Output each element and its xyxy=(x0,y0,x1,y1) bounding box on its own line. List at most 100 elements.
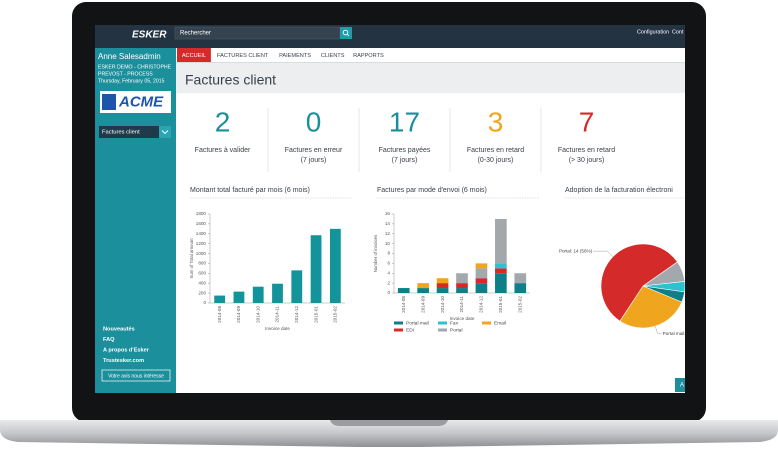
bar-segment xyxy=(495,273,507,293)
x-tick-label: 2015-02 xyxy=(333,306,338,323)
kpi-label: Factures à valider xyxy=(195,147,251,154)
screen: ESKER Rechercher Anne Salesadmin ESKER D… xyxy=(95,25,704,393)
sidebar-link[interactable]: A propos d'Esker xyxy=(103,347,150,353)
bar-segment xyxy=(514,283,527,293)
pie-leader xyxy=(593,250,614,257)
sidebar-link[interactable]: Trustesker.com xyxy=(103,358,144,364)
bar xyxy=(329,228,341,303)
x-axis-label: Invoice date xyxy=(450,316,475,321)
page-title: Factures client xyxy=(185,72,276,88)
kpi-value: 17 xyxy=(389,106,420,137)
y-tick-label: 800 xyxy=(198,261,206,266)
acme-logo-icon xyxy=(102,94,116,110)
tab[interactable]: FACTURES CLIENT xyxy=(217,53,269,59)
tab[interactable]: CLIENTS xyxy=(321,53,345,59)
bar-segment xyxy=(475,263,488,269)
sidebar-link[interactable]: FAQ xyxy=(103,337,115,343)
y-tick-label: 2 xyxy=(387,280,390,285)
bar xyxy=(233,291,245,303)
search-button[interactable] xyxy=(340,27,352,39)
legend-swatch xyxy=(438,328,447,332)
laptop-base xyxy=(0,420,778,447)
y-tick-label: 6 xyxy=(387,261,390,266)
bar-segment xyxy=(456,283,468,289)
bar xyxy=(310,235,322,303)
title-band xyxy=(176,63,685,93)
bar-segment xyxy=(417,283,429,289)
x-tick-label: 2015-01 xyxy=(313,306,318,323)
x-tick-label: 2014-09 xyxy=(236,306,241,323)
y-axis-label: Sum of Total amount xyxy=(189,238,194,279)
feedback-button[interactable] xyxy=(101,369,171,382)
menu-select-toggle[interactable] xyxy=(159,126,171,138)
bar-segment xyxy=(436,288,449,293)
y-tick-label: 4 xyxy=(387,270,390,275)
bar-segment xyxy=(514,273,527,284)
kpi-value: 3 xyxy=(488,106,504,137)
kpi-label: (7 jours) xyxy=(392,157,418,164)
x-tick-label: 2014-11 xyxy=(459,296,464,313)
bar-segment xyxy=(417,288,429,293)
kpi-value: 2 xyxy=(215,106,231,137)
bar-segment xyxy=(495,268,507,274)
sidebar-link[interactable]: Nouveautés xyxy=(103,326,135,332)
header-link[interactable]: Cont xyxy=(672,29,684,35)
chart-title: Montant total facturé par mois (6 mois) xyxy=(190,187,310,194)
kpi-label: Factures en erreur xyxy=(285,147,343,154)
menu-select-text: Factures client xyxy=(102,130,140,136)
corner-button-text[interactable]: A xyxy=(680,383,684,389)
bar-segment xyxy=(436,283,449,289)
kpi-label: Factures payées xyxy=(379,147,431,154)
x-axis-label: Invoice date xyxy=(265,326,290,331)
kpi-value: 7 xyxy=(579,106,595,137)
x-tick-label: 2015-01 xyxy=(498,296,503,313)
y-tick-label: 200 xyxy=(198,290,206,295)
y-tick-label: 1400 xyxy=(196,231,207,236)
pie-label: Portal mail: 7 (28%) xyxy=(663,331,704,336)
bar xyxy=(291,270,303,303)
bar-segment xyxy=(475,283,488,293)
bar-segment xyxy=(495,263,507,269)
tab[interactable]: RAPPORTS xyxy=(353,53,384,59)
bar xyxy=(252,286,264,303)
legend-label: Portal mail xyxy=(406,320,429,326)
legend-label: Portal xyxy=(450,327,463,333)
x-tick-label: 2014-09 xyxy=(420,296,425,313)
bar xyxy=(214,295,226,303)
y-tick-label: 0 xyxy=(203,300,206,305)
corner-button[interactable] xyxy=(675,378,687,392)
x-tick-label: 2015-02 xyxy=(518,296,523,313)
menu-select[interactable] xyxy=(99,126,159,138)
y-tick-label: 10 xyxy=(385,241,391,246)
pie-leader xyxy=(655,326,662,335)
tab-bar xyxy=(176,48,685,63)
x-tick-label: 2014-08 xyxy=(401,296,406,313)
acme-logo-text: ACME xyxy=(118,93,164,110)
kpi-label: (0-30 jours) xyxy=(478,157,514,164)
x-tick-label: 2014-11 xyxy=(275,306,280,323)
company-line: PREVOST - PROCESS xyxy=(98,71,153,77)
y-tick-label: 600 xyxy=(198,271,206,276)
tab[interactable]: ACCUEIL xyxy=(182,53,206,59)
laptop-notch xyxy=(330,420,448,426)
chart-title: Adoption de la facturation électroni xyxy=(565,187,673,194)
bar xyxy=(272,283,283,303)
y-tick-label: 400 xyxy=(198,280,206,285)
kpi-label: (7 jours) xyxy=(301,157,327,164)
header-link[interactable]: Configuration xyxy=(637,29,669,35)
bar-segment xyxy=(475,268,488,279)
feedback-text[interactable]: Votre avis nous intéresse xyxy=(108,373,164,379)
company-line: ESKER DEMO - CHRISTOPHE xyxy=(98,64,172,70)
y-axis-label: Number of invoices xyxy=(373,234,378,272)
bar-segment xyxy=(475,278,488,284)
x-tick-label: 2014-10 xyxy=(255,306,260,323)
search-placeholder: Rechercher xyxy=(180,31,211,37)
legend-label: Email xyxy=(494,320,506,326)
x-tick-label: 2014-10 xyxy=(440,296,445,313)
tab[interactable]: PAIEMENTS xyxy=(279,53,311,59)
kpi-value: 0 xyxy=(306,106,322,137)
bar-segment xyxy=(456,288,468,293)
date: Thursday, February 05, 2015 xyxy=(98,78,165,84)
kpi-label: Factures en retard xyxy=(467,147,524,154)
y-tick-label: 1600 xyxy=(196,221,207,226)
